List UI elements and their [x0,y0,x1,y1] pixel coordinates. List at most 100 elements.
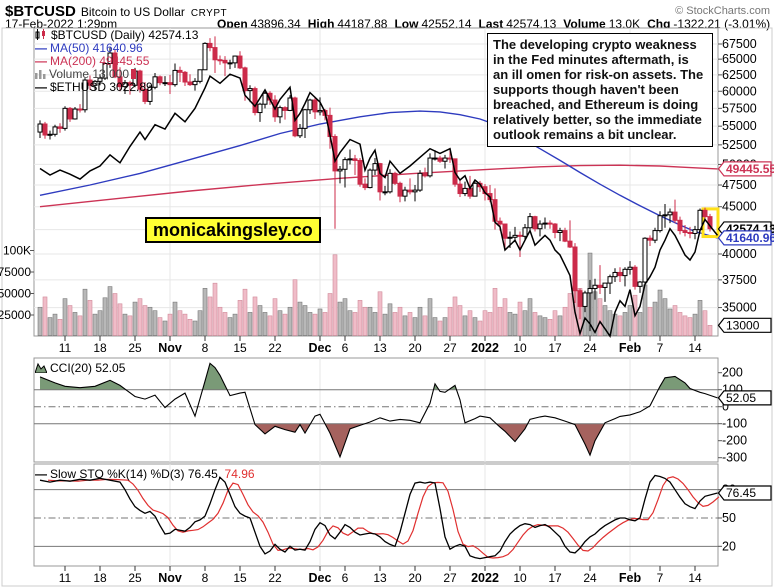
svg-text:6: 6 [342,571,349,585]
svg-text:Dec: Dec [309,571,332,585]
svg-text:76.45: 76.45 [726,486,756,500]
copyright: © StockCharts.com [675,5,770,17]
svg-text:27: 27 [443,341,457,355]
candlestick-icon [35,29,48,43]
svg-text:55000: 55000 [722,119,757,133]
svg-text:200: 200 [722,366,743,380]
svg-text:11: 11 [59,571,72,585]
svg-text:10: 10 [513,571,527,585]
legend-main-label: $BTCUSD (Daily) 42574.13 [51,28,199,42]
svg-text:-100: -100 [722,417,747,431]
svg-text:7: 7 [657,341,664,355]
symbol-name: Bitcoin to US Dollar [80,5,185,19]
svg-text:75000: 75000 [0,265,31,279]
svg-text:15: 15 [233,571,247,585]
svg-text:-200: -200 [722,434,747,448]
legend-sto-d-value: 74.96 [224,467,255,481]
svg-text:100K: 100K [3,244,31,258]
legend-volume: Volume 13,000 [35,67,137,82]
legend-cci: CCI(20) 52.05 [34,361,126,376]
svg-text:37500: 37500 [722,273,757,287]
svg-text:62500: 62500 [722,68,757,82]
svg-text:-300: -300 [722,451,747,465]
svg-text:Dec: Dec [309,341,332,355]
svg-text:14: 14 [688,571,702,585]
svg-text:67500: 67500 [722,37,757,51]
svg-text:15: 15 [233,341,247,355]
legend-ma200: — MA(200) 49445.55 [35,55,149,68]
svg-text:17: 17 [548,341,562,355]
eth-line [39,73,719,338]
ma200-line-swatch: — [35,54,47,68]
legend-ma50: — MA(50) 41640.96 [35,42,143,55]
svg-text:25000: 25000 [0,308,31,322]
chart-header: $BTCUSD Bitcoin to US Dollar CRYPT [5,3,769,20]
svg-text:2022: 2022 [471,571,499,585]
chg-down-arrow-icon: ▼ [772,20,774,31]
svg-text:18: 18 [93,341,107,355]
svg-text:13000: 13000 [726,318,760,332]
svg-text:6: 6 [342,341,349,355]
svg-text:Nov: Nov [158,341,182,355]
sto-line-swatch: — [35,467,47,481]
legend-sto-k-value: 76.45, [187,467,222,481]
svg-text:Feb: Feb [619,341,642,355]
date-axis: 11 11 18 18 25 25 Nov Nov 8 8 15 15 22 22 Dec Dec 6 6 13 13… [59,336,702,585]
svg-text:25: 25 [128,341,142,355]
svg-text:13: 13 [373,571,387,585]
legend-ma200-label: MA(200) 49445.55 [50,54,150,68]
svg-text:8: 8 [202,341,209,355]
svg-text:14: 14 [688,341,702,355]
legend-cci-label: CCI(20) 52.05 [50,361,126,375]
ma50-line-swatch: — [35,41,47,55]
legend-main: $BTCUSD (Daily) 42574.13 [35,29,198,42]
overlay-lines [39,110,718,239]
svg-text:8: 8 [202,571,209,585]
svg-text:47500: 47500 [722,178,757,192]
svg-text:2022: 2022 [471,341,499,355]
volume-bars-icon [35,68,46,82]
svg-text:7: 7 [657,571,664,585]
svg-text:20: 20 [408,341,422,355]
svg-text:18: 18 [93,571,107,585]
svg-text:40000: 40000 [722,247,757,261]
svg-text:52.05: 52.05 [726,391,756,405]
svg-text:45000: 45000 [722,200,757,214]
svg-text:Nov: Nov [158,571,182,585]
svg-text:24: 24 [583,341,597,355]
area-chart-icon [34,362,48,376]
svg-text:65000: 65000 [722,52,757,66]
legend-eth: — $ETHUSD 3022.89 [35,81,153,94]
svg-text:24: 24 [583,571,597,585]
svg-text:11: 11 [59,341,72,355]
svg-text:22: 22 [268,341,282,355]
svg-text:27: 27 [443,571,457,585]
legend-eth-label: $ETHUSD 3022.89 [50,80,153,94]
svg-text:25: 25 [128,571,142,585]
legend-volume-label: Volume 13,000 [49,67,130,81]
svg-text:35000: 35000 [722,301,757,315]
eth-line-swatch: — [35,80,47,94]
exchange: CRYPT [190,8,228,19]
svg-text:49445.55: 49445.55 [726,162,774,176]
svg-text:Feb: Feb [619,571,642,585]
svg-text:41640.96: 41640.96 [726,231,774,245]
svg-text:50: 50 [722,511,736,525]
svg-text:22: 22 [268,571,282,585]
svg-text:20: 20 [722,539,736,553]
svg-text:57500: 57500 [722,101,757,115]
svg-text:17: 17 [548,571,562,585]
legend-sto-label: Slow STO %K(14) %D(3) [50,467,185,481]
svg-text:50000: 50000 [0,287,31,301]
legend-ma50-label: MA(50) 41640.96 [50,41,143,55]
svg-text:20: 20 [408,571,422,585]
symbol: $BTCUSD [5,3,76,20]
analyst-annotation: The developing crypto weakness in the Fe… [487,33,713,147]
svg-text:10: 10 [513,341,527,355]
svg-text:13: 13 [373,341,387,355]
